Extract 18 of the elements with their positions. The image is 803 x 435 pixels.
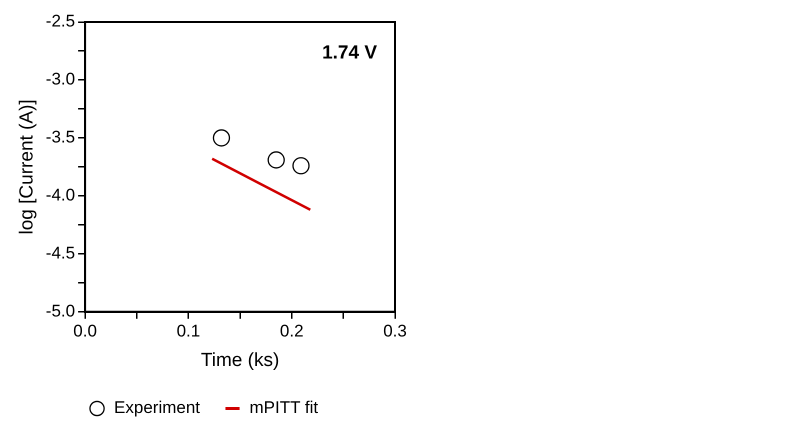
y-tick-label: -5.0 bbox=[46, 301, 76, 320]
annotation: 1.74 V bbox=[322, 42, 378, 64]
y-tick-label: -3.5 bbox=[46, 128, 76, 147]
y-axis-title: log [Current (A)] bbox=[16, 99, 38, 234]
x-axis-title: Time (ks) bbox=[200, 350, 280, 371]
y-tick-label: -4.0 bbox=[46, 186, 76, 205]
legend-label: Experiment bbox=[114, 398, 200, 418]
y-tick-label: -3.0 bbox=[46, 70, 76, 89]
point bbox=[292, 157, 310, 174]
legend-label: mPITT fit bbox=[250, 398, 318, 418]
x-tick-label: 0.3 bbox=[383, 322, 407, 341]
x-tick-label: 0.0 bbox=[73, 322, 97, 341]
point bbox=[212, 129, 230, 147]
y-tick-label: -2.5 bbox=[46, 12, 76, 31]
x-tick-label: 0.1 bbox=[176, 322, 200, 341]
y-tick-label: -4.5 bbox=[46, 244, 76, 263]
x-tick-label: 0.2 bbox=[280, 322, 304, 341]
point bbox=[268, 151, 285, 169]
